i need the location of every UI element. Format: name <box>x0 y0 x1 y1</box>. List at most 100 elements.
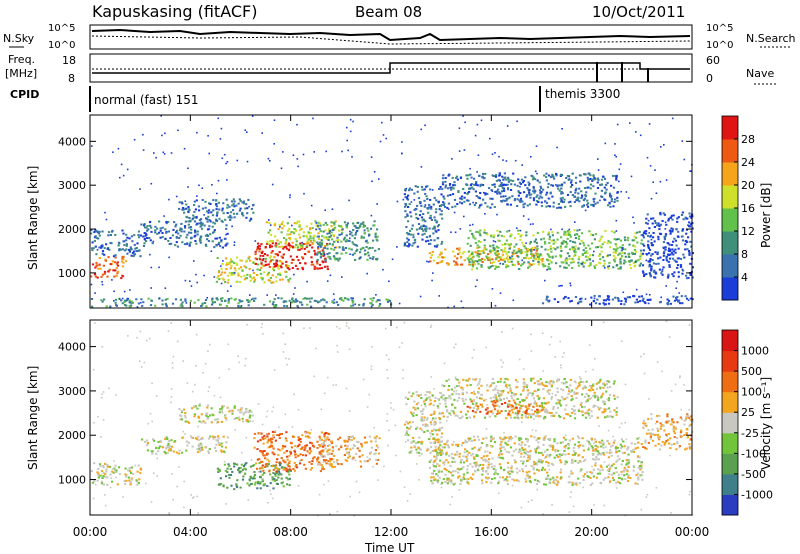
echo-cell <box>609 241 612 244</box>
echo-cell <box>525 471 528 474</box>
echo-cell <box>311 242 314 245</box>
echo-cell <box>317 232 320 235</box>
echo-cell <box>616 459 619 462</box>
echo-cell <box>201 446 204 449</box>
echo-cell <box>90 232 93 235</box>
echo-cell <box>584 298 587 300</box>
echo-cell <box>372 297 375 300</box>
echo-cell <box>295 243 298 246</box>
echo-cell <box>269 255 273 258</box>
echo-cell <box>436 244 439 247</box>
echo-cell <box>677 247 680 250</box>
echo-cell <box>600 183 603 186</box>
echo-cell <box>493 206 496 208</box>
echo-cell <box>445 453 448 456</box>
echo-cell <box>396 200 399 203</box>
echo-cell <box>198 420 201 423</box>
echo-cell <box>598 452 601 455</box>
echo-cell <box>498 174 501 177</box>
echo-cell <box>466 468 469 471</box>
echo-cell <box>219 408 222 411</box>
echo-cell <box>346 440 349 443</box>
echo-cell <box>318 435 321 438</box>
echo-cell <box>321 253 324 256</box>
echo-cell <box>474 202 478 204</box>
echo-cell <box>272 487 275 490</box>
echo-cell <box>141 304 144 307</box>
echo-cell <box>529 223 532 226</box>
y-tick-label: 3000 <box>58 179 86 192</box>
echo-cell <box>571 257 574 260</box>
echo-cell <box>337 241 339 243</box>
echo-cell <box>276 458 279 461</box>
echo-cell <box>685 277 689 280</box>
echo-cell <box>664 248 667 251</box>
echo-cell <box>412 242 415 245</box>
echo-cell <box>293 222 296 225</box>
echo-cell <box>623 252 626 255</box>
echo-cell <box>212 209 215 212</box>
echo-cell <box>595 456 598 458</box>
echo-cell <box>641 270 645 273</box>
echo-cell <box>416 186 419 188</box>
echo-cell <box>191 445 194 448</box>
echo-cell <box>621 451 625 454</box>
echo-cell <box>321 443 324 446</box>
echo-cell <box>349 130 352 133</box>
echo-cell <box>385 298 388 301</box>
echo-cell <box>650 217 653 220</box>
echo-cell <box>439 391 442 394</box>
echo-cell <box>294 264 298 267</box>
echo-cell <box>521 200 524 203</box>
echo-cell <box>129 483 132 486</box>
echo-cell <box>288 462 291 465</box>
echo-cell <box>553 177 556 180</box>
echo-cell <box>312 235 315 238</box>
echo-cell <box>551 231 554 234</box>
echo-cell <box>309 237 312 240</box>
echo-cell <box>230 297 233 300</box>
echo-cell <box>275 467 278 470</box>
echo-cell <box>238 267 241 270</box>
echo-cell <box>184 220 187 223</box>
echo-cell <box>432 203 435 206</box>
echo-cell <box>520 178 524 181</box>
echo-cell <box>636 231 639 234</box>
echo-cell <box>577 302 580 305</box>
echo-cell <box>316 262 319 265</box>
echo-cell <box>405 196 409 199</box>
echo-cell <box>493 185 497 188</box>
echo-cell <box>223 271 227 274</box>
echo-cell <box>259 272 263 275</box>
echo-cell <box>527 392 530 395</box>
echo-cell <box>589 389 592 392</box>
echo-cell <box>546 474 550 477</box>
echo-cell <box>457 443 460 446</box>
echo-cell <box>124 299 127 302</box>
echo-cell <box>589 484 592 486</box>
echo-cell <box>480 264 483 267</box>
echo-cell <box>483 244 486 247</box>
echo-cell <box>133 234 136 237</box>
echo-cell <box>423 188 426 191</box>
echo-cell <box>215 218 218 221</box>
echo-cell <box>304 454 307 457</box>
echo-cell <box>414 442 418 445</box>
echo-cell <box>146 444 149 446</box>
echo-cell <box>233 205 236 208</box>
echo-cell <box>169 449 172 452</box>
echo-cell <box>632 295 635 298</box>
echo-cell <box>528 183 531 185</box>
echo-cell <box>534 258 537 261</box>
echo-cell <box>597 178 600 181</box>
echo-cell <box>358 449 361 452</box>
echo-cell <box>186 444 189 447</box>
echo-cell <box>105 243 108 246</box>
echo-cell <box>263 303 266 306</box>
echo-cell <box>328 242 331 245</box>
echo-cell <box>575 481 578 484</box>
echo-cell <box>295 466 299 469</box>
echo-cell <box>150 226 153 229</box>
echo-cell <box>574 452 577 455</box>
echo-cell <box>420 397 423 399</box>
